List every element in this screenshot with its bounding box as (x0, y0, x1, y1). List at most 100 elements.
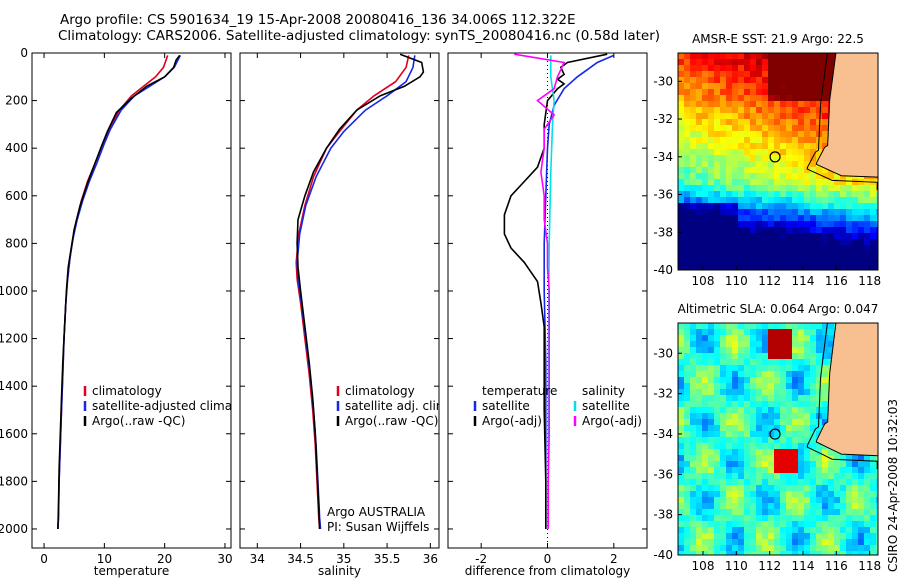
legend-label-1: climatology (92, 384, 162, 398)
map-cell (696, 545, 703, 552)
map-cell (798, 323, 805, 330)
map-cell (834, 221, 841, 228)
map-cell (780, 533, 787, 540)
map-cell (726, 455, 733, 462)
map-cell (744, 341, 751, 348)
map-cell (696, 461, 703, 468)
map-cell (780, 479, 787, 486)
map-cell (774, 437, 781, 444)
map-cell (696, 455, 703, 462)
map-cell (714, 335, 721, 342)
map-cell (840, 197, 847, 204)
map-cell (774, 83, 781, 90)
map-cell (786, 347, 793, 354)
map-cell (744, 455, 751, 462)
map-cell (852, 545, 859, 552)
map-cell (846, 251, 853, 258)
map-cell (834, 251, 841, 258)
map-cell (834, 491, 841, 498)
map-cell (834, 179, 841, 186)
map-cell (876, 203, 878, 210)
map-cell (828, 77, 835, 84)
map-cell (804, 89, 811, 96)
map-cell (816, 461, 823, 468)
map-cell (870, 185, 877, 192)
map-cell (708, 197, 715, 204)
map-cell (804, 389, 811, 396)
map-cell (804, 371, 811, 378)
map-cell (798, 77, 805, 84)
map-cell (678, 449, 685, 456)
map-cell (792, 197, 799, 204)
map-cell (798, 413, 805, 420)
map-cell (774, 203, 781, 210)
map-cell (702, 413, 709, 420)
map-cell (720, 245, 727, 252)
map-cell (696, 245, 703, 252)
map-cell (762, 545, 769, 552)
map-cell (810, 389, 817, 396)
map-cell (864, 521, 871, 528)
map-cell (858, 209, 865, 216)
map-cell (768, 323, 775, 330)
map-cell (810, 467, 817, 474)
map-cell (732, 395, 739, 402)
map-cell (768, 233, 775, 240)
map-cell (780, 497, 787, 504)
map-cell (822, 485, 829, 492)
map-cell (798, 467, 805, 474)
map-cell (702, 125, 709, 132)
map-cell (810, 353, 817, 360)
map-cell (708, 455, 715, 462)
map-cell (810, 191, 817, 198)
map-cell (696, 179, 703, 186)
map-cell (774, 167, 781, 174)
map-cell (762, 479, 769, 486)
map-cell (702, 167, 709, 174)
map-cell (738, 257, 745, 264)
map-cell (876, 509, 878, 516)
map-cell (816, 173, 823, 180)
map-cell (762, 179, 769, 186)
map-cell (714, 323, 721, 330)
y-tick-label: 800 (5, 236, 28, 250)
map-cell (810, 323, 817, 330)
map-cell (846, 233, 853, 240)
map-cell (768, 101, 775, 108)
map-cell (750, 53, 757, 60)
map-cell (804, 407, 811, 414)
map-cell (702, 479, 709, 486)
map-cell (768, 203, 775, 210)
map-cell (744, 491, 751, 498)
map-cell (768, 461, 775, 468)
map-cell (756, 539, 763, 546)
map-cell (786, 263, 793, 270)
map-cell (828, 245, 835, 252)
map-cell (738, 479, 745, 486)
map-cell (678, 545, 685, 552)
map-cell (768, 383, 775, 390)
map-cell (798, 65, 805, 72)
map-cell (798, 263, 805, 270)
map-cell (702, 161, 709, 168)
map-cell (750, 95, 757, 102)
map-cell (870, 215, 877, 222)
map-cell (696, 359, 703, 366)
map-cell (738, 107, 745, 114)
map-cell (780, 359, 787, 366)
map-cell (714, 539, 721, 546)
map-cell (774, 395, 781, 402)
map-cell (774, 137, 781, 144)
map-cell (684, 323, 691, 330)
map-cell (804, 155, 811, 162)
map-cell (852, 521, 859, 528)
map-cell (678, 467, 685, 474)
map-cell (744, 527, 751, 534)
map-cell (762, 485, 769, 492)
map-cell (690, 155, 697, 162)
map-cell (858, 497, 865, 504)
map-cell (852, 245, 859, 252)
map-cell (738, 149, 745, 156)
map-cell (678, 119, 685, 126)
map-cell (840, 179, 847, 186)
